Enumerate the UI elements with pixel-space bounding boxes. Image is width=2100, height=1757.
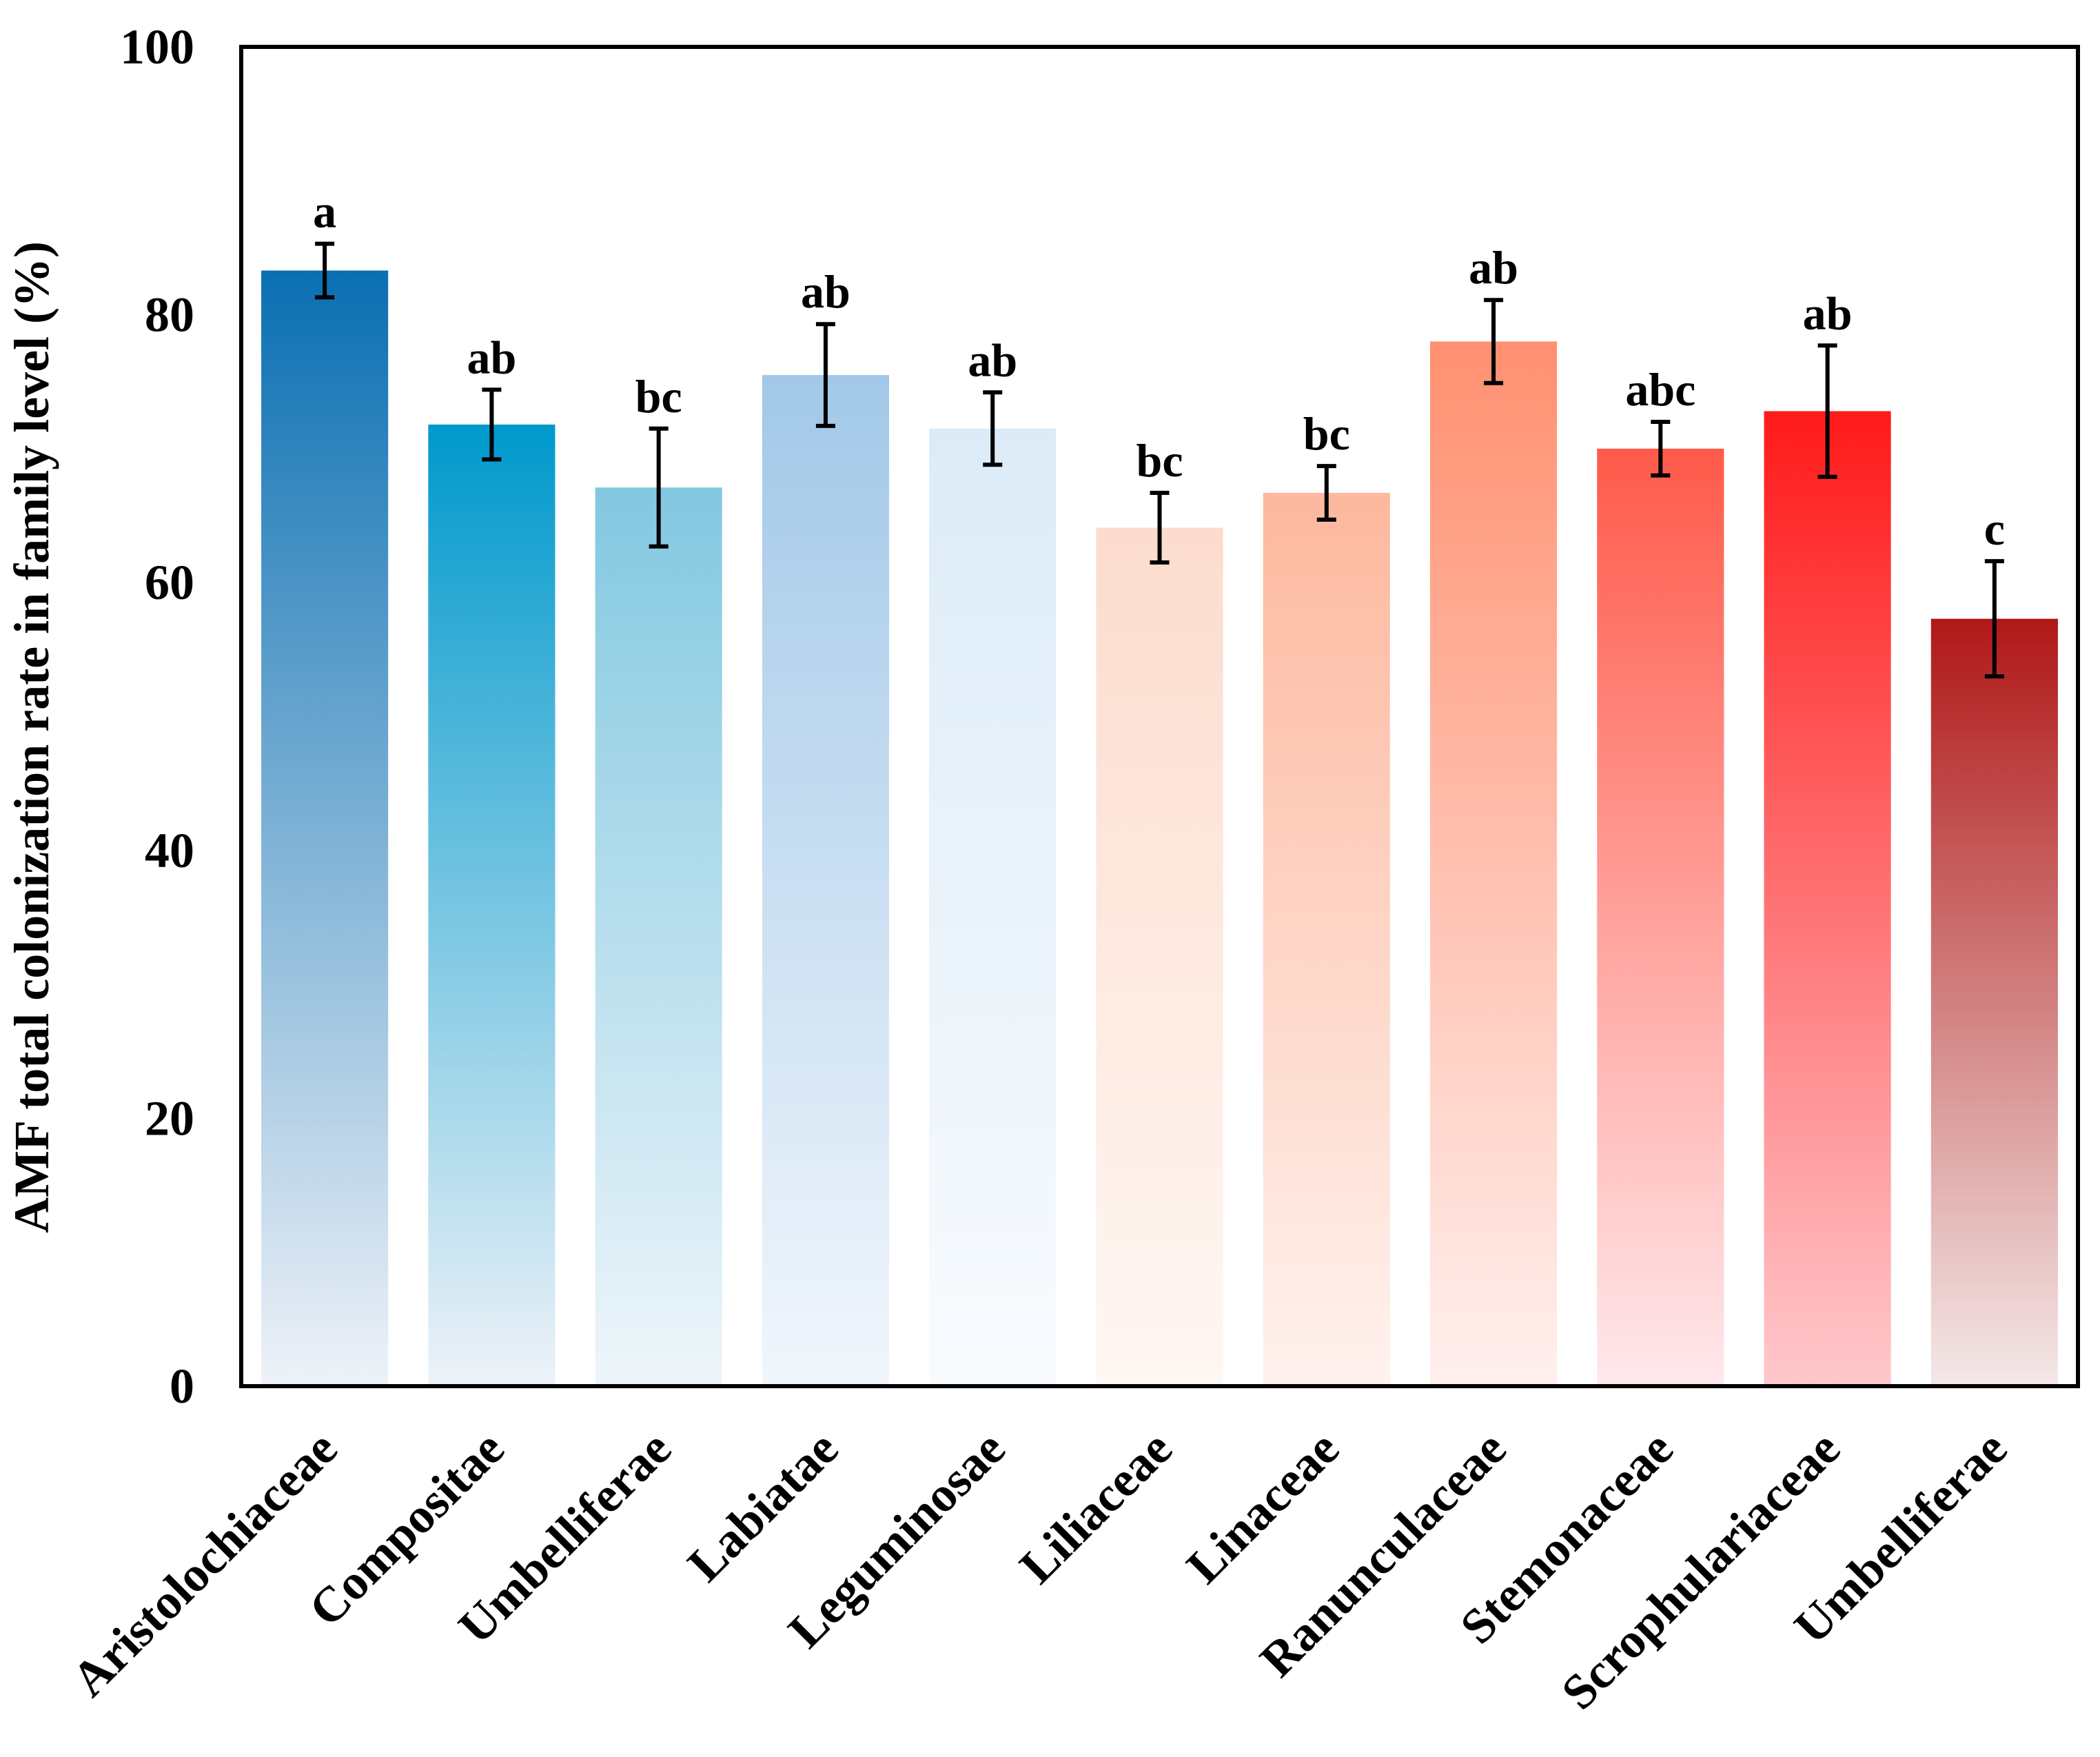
error-bars-layer (315, 241, 2004, 679)
significance-label-9: abc (1625, 363, 1695, 416)
significance-label-7: bc (1303, 407, 1350, 460)
error-bar-5 (983, 390, 1003, 467)
significance-label-11: c (1984, 502, 2005, 555)
category-label-10: Scrophulariaceae (1551, 1421, 1851, 1720)
plot-frame (239, 45, 2080, 1388)
bar-2 (428, 424, 555, 1384)
error-bar-7 (1316, 464, 1336, 522)
bar-5 (929, 428, 1057, 1384)
error-bar-1 (315, 241, 335, 300)
error-bar-3 (649, 426, 669, 549)
x-axis-categories: AristolochiaceaeCompositaeUmbelliferaeLa… (61, 1421, 2017, 1720)
error-bar-6 (1150, 491, 1170, 565)
error-bar-10 (1817, 343, 1837, 479)
category-label-7: Linaceae (1176, 1421, 1349, 1594)
bar-1 (261, 270, 389, 1385)
y-tick-label-4: 60 (145, 555, 194, 610)
y-tick-label-5: 80 (145, 287, 194, 343)
bar-7 (1263, 493, 1390, 1384)
y-tick-label-6: 100 (120, 19, 194, 74)
significance-label-4: ab (801, 265, 850, 318)
significance-label-10: ab (1803, 287, 1853, 339)
category-label-1: Aristolochiaceae (61, 1421, 348, 1707)
y-tick-label-1: 0 (170, 1359, 194, 1414)
bar-11 (1930, 618, 2058, 1384)
bar-9 (1597, 448, 1724, 1384)
category-label-4: Labiatae (677, 1421, 848, 1592)
significance-label-2: ab (467, 331, 516, 383)
error-bar-8 (1484, 298, 1504, 385)
error-bar-9 (1651, 420, 1671, 478)
y-axis-ticks: 0 20 40 60 80 100 (120, 19, 194, 1414)
significance-label-5: ab (968, 334, 1017, 386)
bars-layer (261, 270, 2058, 1385)
y-tick-label-2: 20 (145, 1090, 194, 1146)
bar-8 (1429, 341, 1558, 1385)
error-bar-2 (482, 387, 502, 462)
y-tick-label-3: 40 (145, 823, 194, 878)
bar-3 (595, 487, 722, 1384)
significance-label-1: a (313, 185, 336, 238)
significance-label-3: bc (635, 370, 682, 423)
y-axis-title: AMF total colonization rate in family le… (4, 241, 59, 1233)
significance-label-6: bc (1136, 434, 1183, 487)
bar-4 (762, 375, 890, 1385)
bar-10 (1764, 411, 1891, 1384)
bar-6 (1096, 527, 1223, 1384)
category-label-6: Liliaceae (1009, 1421, 1183, 1594)
error-bar-11 (1984, 559, 2004, 679)
error-bar-4 (815, 322, 835, 428)
significance-label-8: ab (1469, 241, 1518, 294)
